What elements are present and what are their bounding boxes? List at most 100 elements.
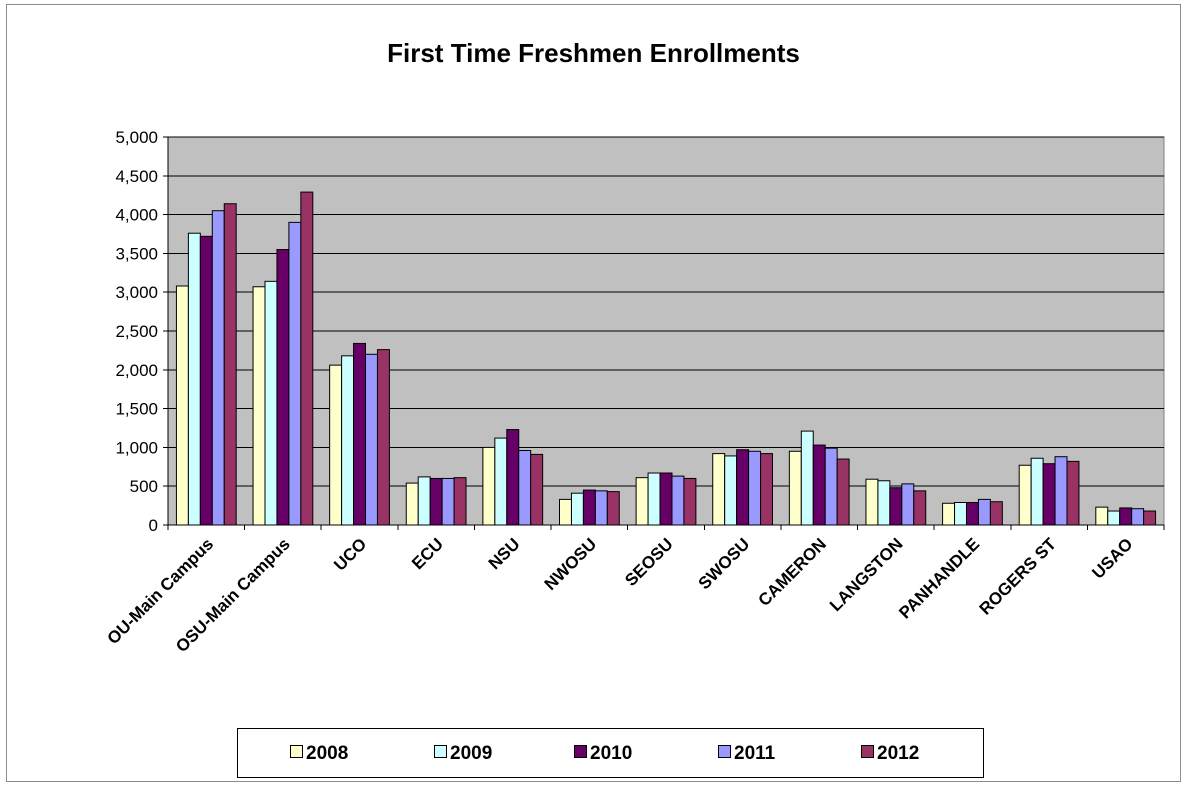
bar-2012-5 (606, 491, 620, 526)
bar-2012-8 (836, 458, 850, 526)
bar-2010-1 (276, 249, 290, 526)
bar-2012-9 (913, 490, 927, 526)
bar-2008-0 (175, 285, 189, 526)
bar-2008-2 (329, 364, 343, 526)
x-tick-label: SEOSU (621, 534, 677, 590)
legend-label: 2011 (734, 743, 776, 764)
y-tick-label: 4,000 (115, 206, 158, 225)
legend-entry-2011: 2011 (718, 744, 775, 764)
bar-2009-5 (570, 492, 584, 526)
bar-2008-11 (1018, 464, 1032, 526)
bar-2008-12 (1095, 506, 1109, 526)
x-tick-label: LANGSTON (826, 534, 907, 615)
bar-2012-1 (300, 191, 314, 526)
bar-2011-8 (824, 447, 838, 526)
bar-2009-0 (187, 232, 201, 526)
x-tick-label: NSU (485, 534, 524, 573)
bar-2009-1 (264, 280, 278, 526)
bar-2008-4 (482, 446, 496, 526)
legend-swatch (718, 745, 731, 759)
bar-2010-6 (659, 472, 673, 526)
bar-2009-8 (800, 430, 814, 526)
x-tick-label: NWOSU (541, 534, 601, 594)
x-tick-label: USAO (1088, 534, 1136, 582)
y-tick-label: 2,000 (115, 361, 158, 380)
bar-2010-11 (1042, 463, 1056, 526)
y-tick-label: 1,500 (115, 400, 158, 419)
bar-2009-11 (1030, 457, 1044, 526)
bar-2010-7 (736, 449, 750, 526)
bar-2011-6 (671, 475, 685, 526)
legend-label: 2009 (450, 743, 493, 764)
y-tick-label: 500 (130, 477, 158, 496)
bar-2011-11 (1054, 456, 1068, 526)
x-tick-label: SWOSU (695, 534, 754, 593)
bar-2008-5 (559, 498, 572, 526)
x-tick-label: ROGERS ST (976, 534, 1061, 619)
y-tick-label: 5,000 (115, 128, 158, 147)
bar-2010-8 (812, 444, 826, 526)
bar-2012-6 (683, 477, 697, 526)
bar-2011-4 (518, 450, 532, 526)
legend-swatch (861, 745, 874, 759)
bar-2011-12 (1131, 508, 1145, 526)
legend-entry-2008: 2008 (290, 744, 348, 764)
bar-2009-10 (954, 501, 967, 526)
bar-2012-4 (530, 453, 544, 526)
legend-swatch (290, 745, 303, 759)
bar-2012-11 (1066, 460, 1080, 526)
bar-2009-7 (724, 455, 738, 526)
bar-2010-2 (353, 342, 367, 526)
legend-label: 2008 (306, 743, 349, 764)
bar-2012-10 (989, 501, 1003, 526)
bar-2010-3 (429, 477, 443, 526)
y-tick-label: 3,500 (115, 244, 158, 263)
x-tick-label: CAMERON (755, 534, 831, 610)
bar-2009-4 (494, 437, 508, 526)
bar-2010-0 (199, 235, 213, 526)
bar-2011-0 (211, 210, 225, 526)
legend-label: 2012 (877, 743, 920, 764)
bar-2009-2 (341, 355, 355, 526)
y-tick-label: 1,000 (115, 438, 158, 457)
legend-swatch (574, 745, 587, 759)
bar-2011-3 (441, 477, 455, 526)
legend-label: 2010 (590, 743, 633, 764)
bar-2010-12 (1119, 507, 1133, 526)
bar-2008-3 (405, 482, 419, 526)
bar-2008-7 (712, 453, 726, 526)
y-tick-label: 4,500 (115, 167, 158, 186)
chart-legend: 2008 2009 2010 2011 2012 (237, 728, 984, 778)
bar-2012-7 (760, 453, 773, 526)
bar-2009-6 (647, 472, 661, 526)
bar-2011-1 (288, 221, 302, 526)
x-tick-label: UCO (330, 534, 370, 574)
bar-2011-5 (594, 490, 608, 526)
bar-2010-9 (889, 487, 903, 526)
legend-entry-2010: 2010 (574, 744, 632, 764)
legend-entry-2012: 2012 (861, 744, 919, 764)
bar-2012-12 (1143, 510, 1157, 526)
bar-2009-9 (877, 480, 891, 526)
bar-2010-5 (582, 489, 596, 526)
bar-2011-7 (748, 450, 762, 526)
bar-2008-8 (788, 450, 802, 526)
bar-2012-2 (376, 349, 390, 526)
x-tick-label: PANHANDLE (895, 534, 983, 622)
bar-2012-3 (453, 477, 467, 526)
bar-2008-1 (252, 286, 266, 526)
legend-swatch (434, 745, 447, 759)
bar-2011-10 (977, 498, 991, 526)
bar-2012-0 (223, 203, 237, 526)
bar-2009-3 (417, 476, 431, 526)
legend-entry-2009: 2009 (434, 744, 492, 764)
y-tick-label: 2,500 (115, 322, 158, 341)
bar-2008-10 (942, 502, 956, 526)
x-tick-label: ECU (408, 534, 447, 573)
chart-title: First Time Freshmen Enrollments (387, 38, 800, 68)
bar-2008-6 (635, 477, 649, 526)
bar-2010-4 (506, 429, 520, 526)
bar-2011-2 (365, 353, 378, 526)
bar-2009-12 (1107, 510, 1121, 526)
